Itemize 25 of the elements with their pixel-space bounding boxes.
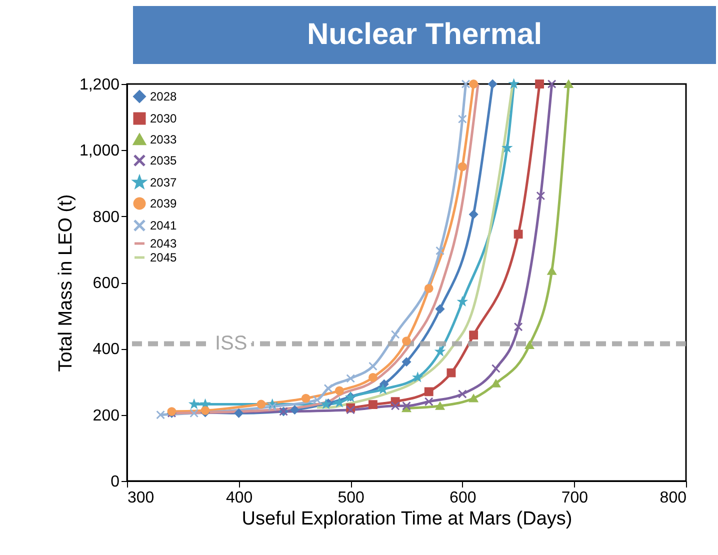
y-tick-label: 1,000 bbox=[79, 142, 120, 160]
legend-label: 2028 bbox=[150, 90, 178, 104]
y-tick-label: 800 bbox=[92, 208, 120, 226]
y-tick-label: 600 bbox=[92, 275, 120, 292]
x-tick-label: 600 bbox=[450, 490, 476, 506]
y-tick-label: 0 bbox=[110, 474, 120, 490]
x-tick-label: 400 bbox=[226, 490, 253, 506]
legend-label: 2035 bbox=[150, 154, 178, 168]
legend-label: 2039 bbox=[150, 196, 178, 210]
legend-label: 2037 bbox=[150, 176, 178, 190]
chart-title: Nuclear Thermal bbox=[133, 6, 716, 64]
x-tick-label: 700 bbox=[561, 490, 588, 506]
legend-label: 2030 bbox=[150, 112, 178, 126]
y-tick-label: 400 bbox=[92, 341, 120, 358]
legend-label: 2045 bbox=[150, 250, 178, 264]
x-tick-label: 500 bbox=[338, 490, 365, 506]
y-tick-label: 200 bbox=[92, 407, 120, 424]
legend-label: 2041 bbox=[150, 218, 178, 232]
y-axis-title: Total Mass in LEO (t) bbox=[55, 194, 76, 372]
y-tick-label: 1,200 bbox=[79, 76, 120, 94]
x-tick-label: 800 bbox=[660, 490, 687, 506]
legend-label: 2043 bbox=[150, 236, 178, 250]
x-tick-label: 300 bbox=[128, 490, 154, 506]
legend-label: 2033 bbox=[150, 132, 178, 146]
x-axis-title: Useful Exploration Time at Mars (Days) bbox=[242, 508, 572, 530]
